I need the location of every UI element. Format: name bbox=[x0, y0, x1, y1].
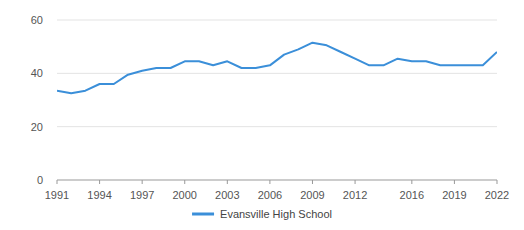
plot-area bbox=[57, 43, 497, 94]
grid-line bbox=[57, 126, 497, 127]
y-tick-label: 0 bbox=[37, 174, 43, 186]
x-tick-label: 2003 bbox=[215, 189, 239, 201]
series-line bbox=[57, 43, 497, 94]
x-tick bbox=[99, 180, 100, 184]
x-tick bbox=[57, 180, 58, 184]
x-tick bbox=[227, 180, 228, 184]
x-tick-label: 2012 bbox=[343, 189, 367, 201]
grid-line bbox=[57, 73, 497, 74]
x-tick-label: 2022 bbox=[485, 189, 509, 201]
grid-line bbox=[57, 180, 497, 181]
x-tick bbox=[355, 180, 356, 184]
x-tick bbox=[184, 180, 185, 184]
x-tick-label: 2009 bbox=[300, 189, 324, 201]
x-tick-label: 2006 bbox=[258, 189, 282, 201]
x-tick bbox=[454, 180, 455, 184]
x-tick-label: 1997 bbox=[130, 189, 154, 201]
x-tick bbox=[269, 180, 270, 184]
chart-svg: 0 20 40 60 1991 1994 1997 2000 2003 2006 2009 2012 2… bbox=[0, 0, 524, 230]
y-tick-label: 20 bbox=[31, 121, 43, 133]
x-tick-label: 2016 bbox=[400, 189, 424, 201]
x-tick-label: 2000 bbox=[172, 189, 196, 201]
legend-swatch bbox=[192, 213, 214, 216]
x-tick bbox=[312, 180, 313, 184]
x-tick-label: 2019 bbox=[442, 189, 466, 201]
x-tick bbox=[142, 180, 143, 184]
y-tick-label: 60 bbox=[31, 14, 43, 26]
x-tick bbox=[411, 180, 412, 184]
chart-root: 0 20 40 60 1991 1994 1997 2000 2003 2006 2009 2012 2… bbox=[0, 0, 524, 230]
x-tick bbox=[497, 180, 498, 184]
grid-line bbox=[57, 20, 497, 21]
legend: Evansville High School bbox=[192, 208, 332, 220]
x-tick-label: 1991 bbox=[45, 189, 69, 201]
x-tick-label: 1994 bbox=[87, 189, 111, 201]
y-tick-label: 40 bbox=[31, 67, 43, 79]
legend-label: Evansville High School bbox=[220, 208, 332, 220]
